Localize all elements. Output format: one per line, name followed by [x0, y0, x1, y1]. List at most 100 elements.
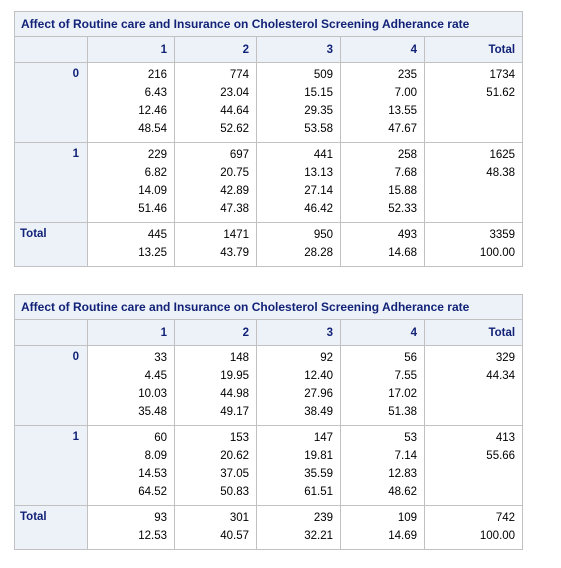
- cell-value: 52.62: [220, 123, 249, 135]
- table-cell: 413 55.66: [423, 425, 524, 506]
- cell-value: 92: [320, 352, 333, 364]
- table-cell: 109 14.69: [340, 505, 425, 550]
- cell-value: 1734: [489, 69, 516, 81]
- cell-value: 27.14: [304, 185, 333, 197]
- cell-value: 4.45: [144, 370, 167, 382]
- table-cell: 1625 48.38: [423, 142, 524, 223]
- cell-value: 47.38: [220, 203, 249, 215]
- table-cell: 950 28.28: [256, 222, 341, 267]
- table-cell: 697 20.75 42.89 47.38: [174, 142, 257, 223]
- column-header: 1: [87, 319, 175, 346]
- cell-value: 46.42: [304, 203, 333, 215]
- cell-value: 7.68: [394, 167, 417, 179]
- table-cell: 56 7.55 17.02 51.38: [340, 345, 425, 426]
- cell-value: 258: [397, 149, 417, 161]
- cell-value: 12.83: [388, 468, 417, 480]
- cell-value: 15.15: [304, 87, 333, 99]
- cell-value: 301: [229, 512, 249, 524]
- table-cell: 774 23.04 44.64 52.62: [174, 62, 257, 143]
- cell-value: 235: [397, 69, 417, 81]
- table-cell: 445 13.25: [87, 222, 175, 267]
- cell-value: 42.89: [220, 185, 249, 197]
- cell-value: 109: [397, 512, 417, 524]
- cell-value: 493: [397, 229, 417, 241]
- table-cell: 329 44.34: [423, 345, 524, 426]
- table-cell: 235 7.00 13.55 47.67: [340, 62, 425, 143]
- cell-value: 14.69: [388, 530, 417, 542]
- cell-value: 445: [147, 229, 167, 241]
- cell-value: 14.68: [388, 247, 417, 259]
- column-header: 3: [256, 36, 341, 63]
- cell-value: 742: [495, 512, 516, 524]
- cell-value: 15.88: [388, 185, 417, 197]
- cell-value: 60: [154, 432, 167, 444]
- cell-value: 44.34: [486, 370, 516, 382]
- column-header: 4: [340, 36, 425, 63]
- column-header: 2: [174, 319, 257, 346]
- cell-value: 13.55: [388, 105, 417, 117]
- cell-value: 697: [229, 149, 249, 161]
- table-cell: 509 15.15 29.35 53.58: [256, 62, 341, 143]
- cell-value: 153: [229, 432, 249, 444]
- cell-value: 55.66: [486, 450, 516, 462]
- cell-value: 509: [313, 69, 333, 81]
- cell-value: 35.48: [138, 406, 167, 418]
- row-header: 0: [14, 345, 88, 426]
- table-row: 1 60 8.09 14.53 64.52 153 20.62 37.05 50.83 147 19…: [14, 425, 524, 506]
- cell-value: 12.40: [304, 370, 333, 382]
- column-header: 4: [340, 319, 425, 346]
- cell-value: 8.09: [144, 450, 167, 462]
- table-title: Affect of Routine care and Insurance on …: [13, 11, 524, 37]
- cell-value: 48.38: [486, 167, 516, 179]
- cell-value: 329: [495, 352, 516, 364]
- cell-value: 28.28: [304, 247, 333, 259]
- cell-value: 64.52: [138, 486, 167, 498]
- cell-value: 7.00: [394, 87, 417, 99]
- cell-value: 44.64: [220, 105, 249, 117]
- row-header: 0: [14, 62, 88, 143]
- cell-value: 12.53: [138, 530, 167, 542]
- column-header: Total: [423, 319, 524, 346]
- cell-value: 47.67: [388, 123, 417, 135]
- table-cell: 33 4.45 10.03 35.48: [87, 345, 175, 426]
- cell-value: 147: [313, 432, 333, 444]
- cell-value: 950: [313, 229, 333, 241]
- cell-value: 239: [313, 512, 333, 524]
- corner-cell: [14, 319, 88, 346]
- cell-value: 49.17: [220, 406, 249, 418]
- cell-value: 51.62: [486, 87, 516, 99]
- cell-value: 44.98: [220, 388, 249, 400]
- table-row: Total 445 13.25 1471 43.79 950 28.28 493 14.68 33…: [14, 222, 524, 267]
- cell-value: 19.81: [304, 450, 333, 462]
- cell-value: 61.51: [304, 486, 333, 498]
- cell-value: 50.83: [220, 486, 249, 498]
- cell-value: 7.55: [394, 370, 417, 382]
- cell-value: 216: [147, 69, 167, 81]
- cell-value: 23.04: [220, 87, 249, 99]
- cell-value: 53.58: [304, 123, 333, 135]
- cell-value: 1471: [223, 229, 249, 241]
- column-header: Total: [423, 36, 524, 63]
- cell-value: 10.03: [138, 388, 167, 400]
- table-cell: 53 7.14 12.83 48.62: [340, 425, 425, 506]
- cell-value: 441: [313, 149, 333, 161]
- row-header: Total: [14, 505, 88, 550]
- row-header: 1: [14, 142, 88, 223]
- table-cell: 93 12.53: [87, 505, 175, 550]
- cell-value: 35.59: [304, 468, 333, 480]
- table-row: Total 93 12.53 301 40.57 239 32.21 109 14.69 742 1…: [14, 505, 524, 550]
- cell-value: 20.75: [220, 167, 249, 179]
- cell-value: 13.25: [138, 247, 167, 259]
- cell-value: 100.00: [479, 530, 516, 542]
- cell-value: 7.14: [394, 450, 417, 462]
- table-cell: 148 19.95 44.98 49.17: [174, 345, 257, 426]
- column-header: 1: [87, 36, 175, 63]
- table-cell: 216 6.43 12.46 48.54: [87, 62, 175, 143]
- cell-value: 38.49: [304, 406, 333, 418]
- cell-value: 53: [404, 432, 417, 444]
- cell-value: 100.00: [479, 247, 516, 259]
- cell-value: 20.62: [220, 450, 249, 462]
- table-cell: 229 6.82 14.09 51.46: [87, 142, 175, 223]
- cell-value: 13.13: [304, 167, 333, 179]
- row-header: Total: [14, 222, 88, 267]
